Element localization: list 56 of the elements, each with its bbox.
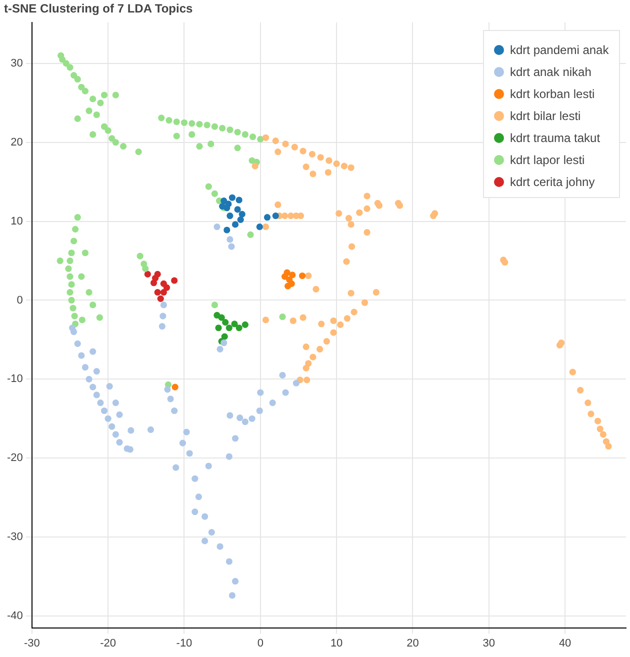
- y-tick-label: 10: [10, 215, 23, 228]
- x-tick-label: 30: [482, 637, 496, 650]
- y-tick-label: 20: [10, 136, 23, 148]
- point: [163, 284, 170, 291]
- point: [215, 324, 222, 332]
- point: [226, 324, 232, 332]
- legend-label: kdrt korban lesti: [510, 87, 595, 102]
- point: [152, 274, 159, 282]
- y-tick-label: -40: [6, 610, 23, 622]
- x-tick-label: 40: [558, 637, 572, 650]
- point: [238, 210, 246, 218]
- point: [236, 196, 242, 204]
- point: [289, 272, 296, 278]
- x-tick-label: -20: [100, 637, 116, 650]
- y-tick-label: -10: [6, 373, 23, 386]
- legend-label: kdrt pandemi anak: [510, 43, 609, 58]
- point: [228, 194, 236, 201]
- point: [288, 280, 295, 287]
- point: [157, 295, 164, 302]
- point: [298, 272, 306, 280]
- point: [222, 319, 229, 326]
- y-tick-label: -30: [6, 531, 23, 544]
- point: [256, 224, 263, 230]
- x-tick-label: -30: [24, 637, 40, 650]
- point: [224, 226, 230, 234]
- point: [232, 221, 239, 228]
- chart-title: t-SNE Clustering of 7 LDA Topics: [4, 2, 193, 16]
- legend-label: kdrt anak nikah: [510, 65, 592, 80]
- x-tick-label: 0: [257, 637, 264, 650]
- y-tick-label: 30: [10, 57, 23, 70]
- point: [281, 273, 288, 280]
- legend-label: kdrt bilar lesti: [510, 109, 581, 124]
- point: [144, 270, 151, 278]
- point: [242, 321, 248, 328]
- point: [237, 216, 244, 224]
- legend-label: kdrt cerita johny: [510, 175, 595, 190]
- point: [214, 312, 220, 319]
- point: [264, 214, 271, 221]
- legend-label: kdrt lapor lesti: [510, 153, 585, 168]
- point: [154, 289, 161, 296]
- point: [231, 320, 238, 328]
- y-tick-label: 0: [16, 294, 23, 306]
- y-tick-label: -20: [6, 452, 23, 464]
- x-tick-label: -10: [176, 637, 192, 650]
- point: [171, 277, 178, 284]
- point: [172, 384, 178, 390]
- point: [234, 206, 241, 213]
- point: [272, 212, 279, 220]
- point: [236, 324, 242, 332]
- point: [225, 200, 232, 208]
- point: [160, 289, 167, 296]
- x-tick-label: 20: [406, 637, 419, 650]
- legend-label: kdrt trauma takut: [510, 131, 600, 146]
- x-tick-label: 10: [330, 637, 343, 650]
- point: [226, 212, 234, 220]
- point: [221, 333, 228, 340]
